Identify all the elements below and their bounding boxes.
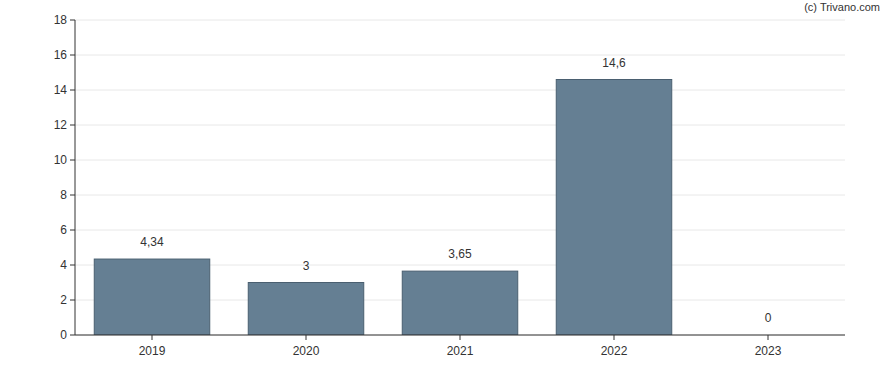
y-tick-label: 16	[54, 48, 68, 62]
grid-line	[75, 160, 845, 161]
y-tick	[70, 300, 75, 301]
y-tick	[70, 195, 75, 196]
x-tick-label: 2020	[293, 344, 320, 358]
data-label: 14,6	[602, 56, 626, 70]
y-tick-label: 6	[60, 223, 67, 237]
y-tick-label: 12	[54, 118, 68, 132]
grid-line	[75, 195, 845, 196]
y-tick	[70, 20, 75, 21]
y-tick-label: 0	[60, 328, 67, 342]
y-tick-label: 4	[60, 258, 67, 272]
x-tick-label: 2019	[139, 344, 166, 358]
bars	[94, 80, 672, 336]
y-tick-label: 10	[54, 153, 68, 167]
y-axis	[75, 20, 76, 335]
y-tick	[70, 335, 75, 336]
x-tick	[614, 335, 615, 340]
grid-line	[75, 55, 845, 56]
bar	[556, 80, 672, 336]
grid-line	[75, 230, 845, 231]
y-tick	[70, 55, 75, 56]
annotation: (c) Trivano.com	[804, 1, 880, 13]
chart: 0 2 4 6 8 10 12 14 16 18 2019 2020 2021 2022 2023 4,34 3…	[0, 0, 888, 370]
y-tick	[70, 90, 75, 91]
y-tick-label: 8	[60, 188, 67, 202]
y-tick	[70, 265, 75, 266]
y-tick	[70, 160, 75, 161]
x-tick	[768, 335, 769, 340]
data-label: 3,65	[448, 247, 472, 261]
bar	[402, 271, 518, 335]
bar	[248, 283, 364, 336]
x-tick	[306, 335, 307, 340]
grid-line	[75, 125, 845, 126]
data-label: 0	[765, 311, 772, 325]
x-tick	[152, 335, 153, 340]
bar	[94, 259, 210, 335]
data-label: 3	[303, 259, 310, 273]
y-tick-label: 2	[60, 293, 67, 307]
x-tick-label: 2022	[601, 344, 628, 358]
grid-line	[75, 20, 845, 21]
y-tick-label: 18	[54, 13, 68, 27]
y-tick-label: 14	[54, 83, 68, 97]
grid-line	[75, 90, 845, 91]
y-tick	[70, 125, 75, 126]
data-label: 4,34	[140, 235, 164, 249]
x-tick-label: 2021	[447, 344, 474, 358]
y-tick	[70, 230, 75, 231]
x-tick	[460, 335, 461, 340]
x-tick-label: 2023	[755, 344, 782, 358]
